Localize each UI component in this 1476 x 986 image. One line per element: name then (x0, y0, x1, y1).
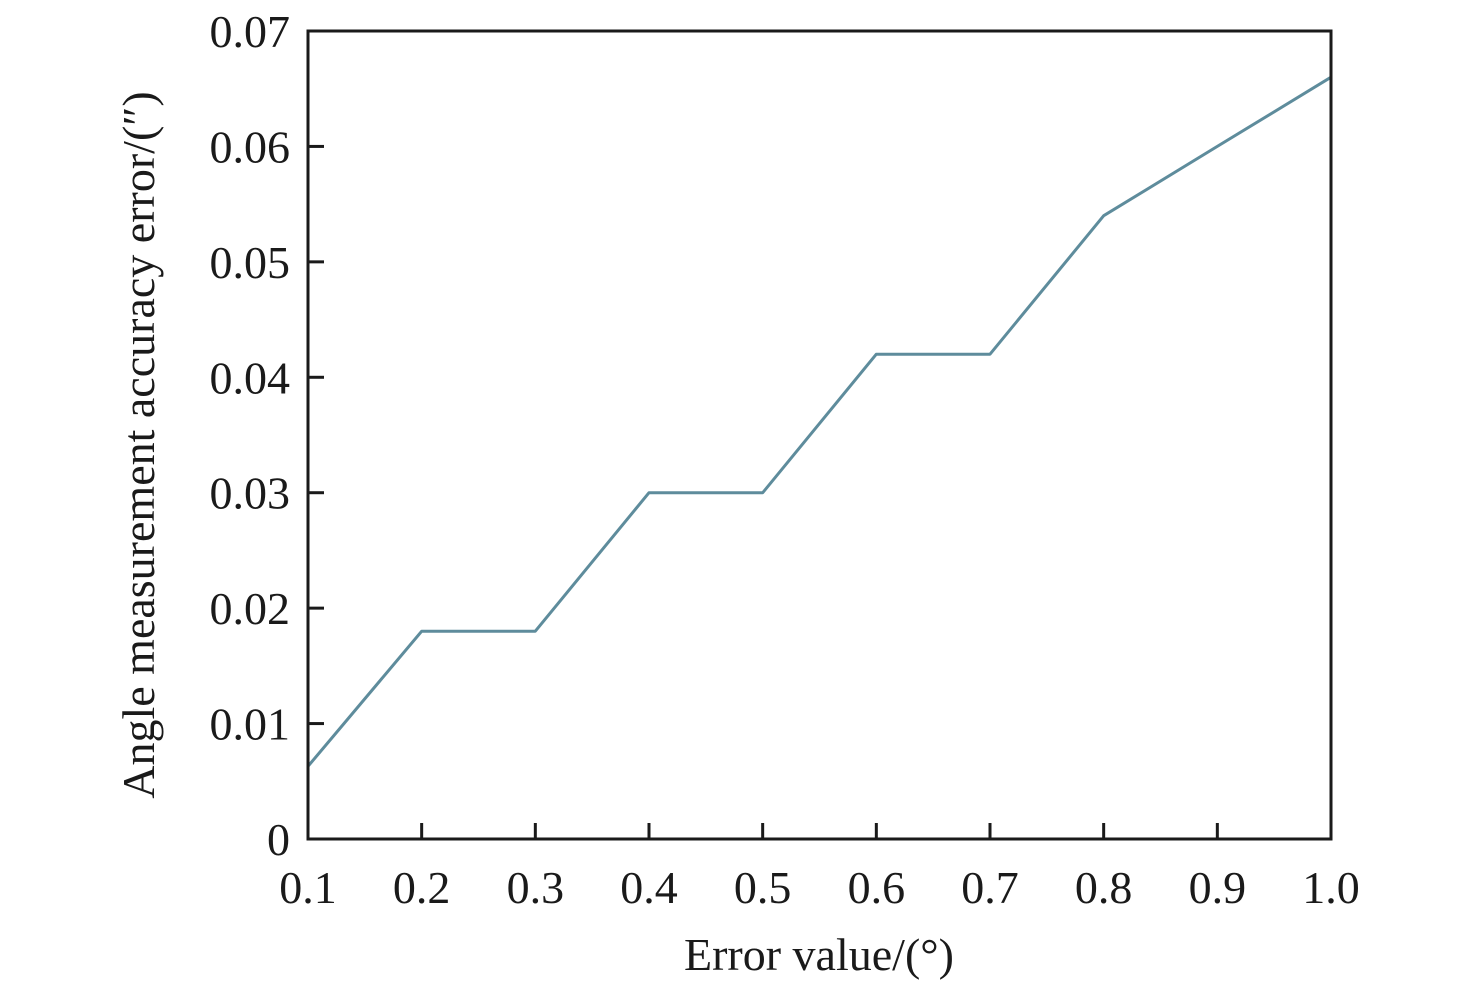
x-tick-label: 0.5 (734, 862, 792, 913)
y-axis-label: Angle measurement accuracy error/(″) (113, 91, 164, 799)
x-axis: 0.1 0.2 0.3 0.4 0.5 0.6 0.7 0.8 0.9 1.0 (279, 823, 1360, 913)
y-axis: 0 0.01 0.02 0.03 0.04 0.05 0.06 0.07 (210, 6, 324, 865)
y-tick-label: 0 (267, 814, 290, 865)
y-tick-label: 0.05 (210, 237, 291, 288)
x-tick-label: 0.6 (848, 862, 906, 913)
y-tick-label: 0.03 (210, 468, 291, 519)
x-tick-label: 0.3 (507, 862, 565, 913)
x-tick-label: 0.1 (279, 862, 337, 913)
plot-frame (306, 29, 1333, 841)
x-tick-label: 1.0 (1302, 862, 1360, 913)
x-axis-label: Error value/(°) (684, 929, 954, 980)
series-line (306, 75, 1332, 768)
y-tick-label: 0.06 (210, 121, 291, 172)
y-tick-label: 0.02 (210, 583, 291, 634)
plot-area (306, 75, 1332, 768)
x-tick-label: 0.8 (1075, 862, 1133, 913)
x-tick-label: 0.9 (1189, 862, 1247, 913)
x-tick-label: 0.7 (961, 862, 1019, 913)
x-tick-label: 0.2 (393, 862, 451, 913)
y-tick-label: 0.01 (210, 699, 291, 750)
y-tick-label: 0.07 (210, 6, 291, 57)
y-tick-label: 0.04 (210, 352, 291, 403)
x-tick-label: 0.4 (620, 862, 678, 913)
